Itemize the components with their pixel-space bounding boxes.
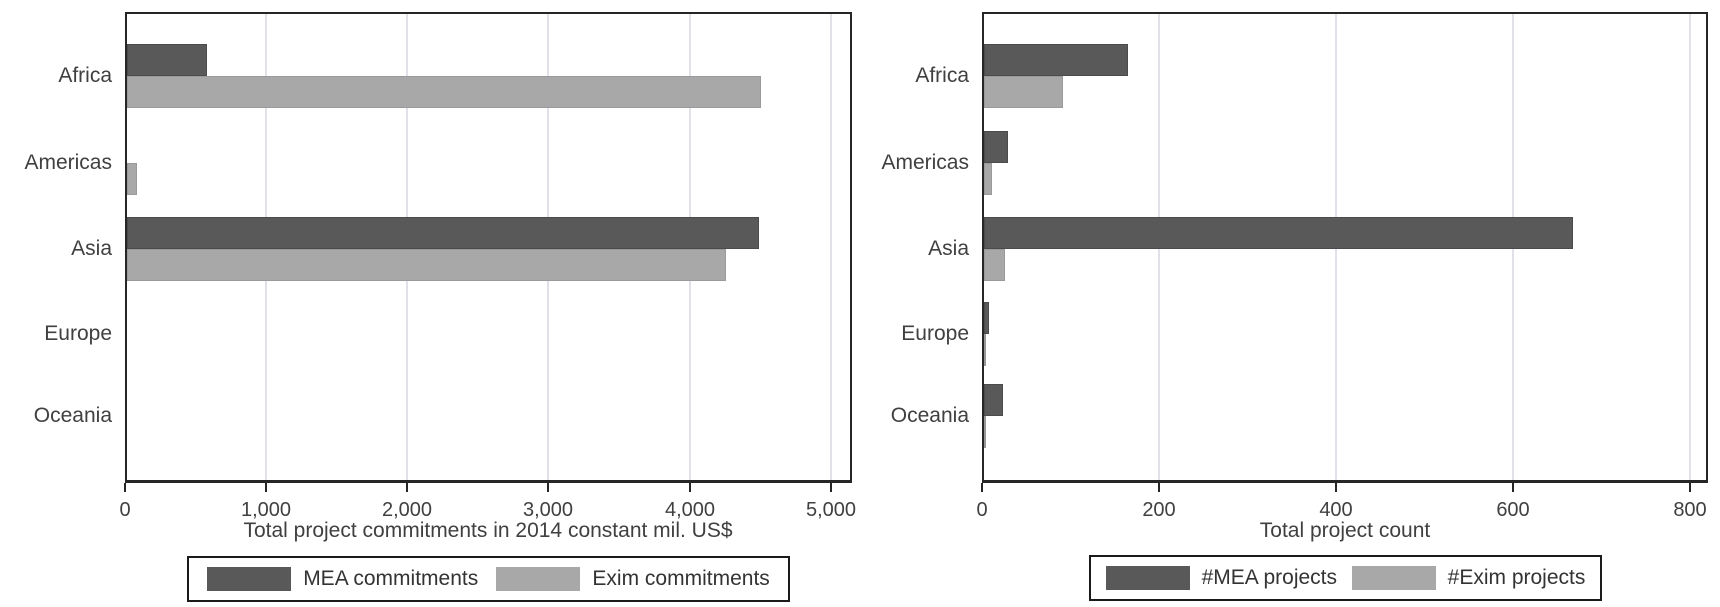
x-tick-mark-0	[981, 483, 983, 492]
bar-mea-projects-asia	[984, 217, 1573, 249]
bar-exim-commitments-americas	[127, 163, 137, 195]
x-tick-label-5,000: 5,000	[805, 499, 857, 521]
category-label-asia: Asia	[71, 237, 112, 260]
x-tick-mark-4,000	[689, 483, 691, 492]
gridline-800	[1689, 14, 1691, 480]
bar-exim-commitments-africa	[127, 76, 761, 108]
bar-mea-commitments-asia	[127, 217, 759, 249]
legend-item: #MEA projects	[1105, 566, 1338, 590]
x-tick-mark-2,000	[406, 483, 408, 492]
category-label-europe: Europe	[44, 322, 112, 345]
category-label-americas: Americas	[881, 151, 969, 174]
bar-mea-commitments-africa	[127, 44, 207, 76]
x-tick-mark-200	[1158, 483, 1160, 492]
commitments-legend: MEA commitments Exim commitments	[187, 556, 790, 602]
x-tick-mark-400	[1335, 483, 1337, 492]
x-tick-label-0: 0	[119, 499, 131, 521]
bar-mea-projects-europe	[984, 302, 989, 334]
category-label-africa: Africa	[58, 64, 112, 87]
x-tick-label-4,000: 4,000	[664, 499, 716, 521]
x-tick-mark-3,000	[547, 483, 549, 492]
legend-label: MEA commitments	[303, 567, 479, 590]
x-tick-label-0: 0	[976, 499, 988, 521]
category-label-asia: Asia	[928, 237, 969, 260]
x-tick-label-1,000: 1,000	[240, 499, 292, 521]
legend-item: #Exim projects	[1351, 566, 1586, 590]
category-label-oceania: Oceania	[890, 404, 969, 427]
x-tick-mark-600	[1512, 483, 1514, 492]
legend-item: MEA commitments	[207, 567, 478, 591]
bar-mea-projects-oceania	[984, 384, 1003, 416]
legend-label: Exim commitments	[592, 567, 770, 590]
x-tick-label-600: 600	[1496, 499, 1530, 521]
legend-label: #Exim projects	[1447, 566, 1586, 589]
bar-exim-projects-africa	[984, 76, 1063, 108]
x-tick-mark-800	[1689, 483, 1691, 492]
category-label-americas: Americas	[24, 151, 112, 174]
x-tick-label-3,000: 3,000	[522, 499, 574, 521]
bar-mea-projects-americas	[984, 131, 1008, 163]
category-label-africa: Africa	[915, 64, 969, 87]
commitments-x-axis-title: Total project commitments in 2014 consta…	[243, 519, 733, 542]
bar-exim-projects-americas	[984, 163, 992, 195]
mea-commitments-swatch	[207, 567, 292, 591]
mea-projects-swatch	[1105, 566, 1190, 590]
x-tick-label-2,000: 2,000	[381, 499, 433, 521]
bar-exim-projects-oceania	[984, 416, 986, 448]
bar-mea-projects-africa	[984, 44, 1128, 76]
x-tick-mark-5,000	[830, 483, 832, 492]
project-count-plot-area	[982, 12, 1708, 483]
project-count-x-axis-title: Total project count	[1259, 519, 1431, 542]
project-count-legend: #MEA projects #Exim projects	[1089, 555, 1602, 601]
legend-item: Exim commitments	[496, 567, 770, 591]
exim-commitments-swatch	[496, 567, 581, 591]
legend-label: #MEA projects	[1201, 566, 1338, 589]
x-tick-label-200: 200	[1142, 499, 1176, 521]
x-tick-mark-1,000	[265, 483, 267, 492]
category-label-europe: Europe	[901, 322, 969, 345]
category-label-oceania: Oceania	[33, 404, 112, 427]
gridline-5,000	[830, 14, 832, 480]
x-tick-label-800: 800	[1673, 499, 1707, 521]
bar-exim-projects-europe	[984, 334, 986, 366]
x-tick-mark-0	[124, 483, 126, 492]
bar-exim-commitments-asia	[127, 249, 726, 281]
exim-projects-swatch	[1351, 566, 1436, 590]
bar-exim-projects-asia	[984, 249, 1005, 281]
commitments-plot-area	[125, 12, 852, 483]
x-tick-label-400: 400	[1319, 499, 1353, 521]
